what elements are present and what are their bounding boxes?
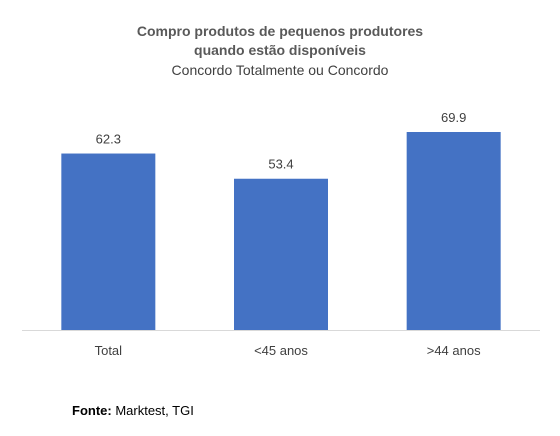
bar-0 [61,153,156,330]
category-label-2: >44 anos [427,343,481,358]
chart-subtitle: Concordo Totalmente ou Concordo [171,62,389,78]
category-label-0: Total [95,343,123,358]
value-label-0: 62.3 [96,132,121,147]
chart-title-block: Compro produtos de pequenos produtores q… [0,22,560,80]
bar-2 [406,132,501,330]
category-label-1: <45 anos [254,343,308,358]
chart-title-line-1: Compro produtos de pequenos produtores [136,23,424,39]
chart-title-line-2: quando estão disponíveis [194,42,366,58]
value-label-1: 53.4 [268,157,293,172]
value-label-2: 69.9 [441,110,466,125]
source-footnote: Fonte: Marktest, TGI [72,403,194,418]
bar-1 [234,178,328,330]
source-label: Fonte: [72,403,112,418]
source-text: Marktest, TGI [111,403,194,418]
